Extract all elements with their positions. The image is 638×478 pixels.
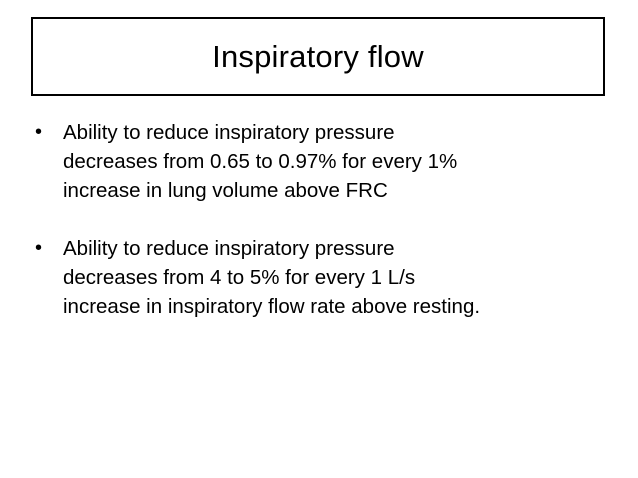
bullet-icon: • [35, 237, 43, 259]
bullet-line: increase in inspiratory flow rate above … [63, 295, 481, 318]
bullet-line: Ability to reduce inspiratory pressure [63, 237, 395, 260]
bullet-icon: • [35, 121, 43, 143]
bullet-list: • Ability to reduce inspiratory pressure… [34, 118, 614, 350]
bullet-line: decreases from 4 to 5% for every 1 L/s [63, 266, 416, 289]
bullet-item-2: • Ability to reduce inspiratory pressure… [34, 234, 614, 321]
bullet-line: increase in lung volume above FRC [63, 179, 388, 202]
bullet-item-1: • Ability to reduce inspiratory pressure… [34, 118, 614, 205]
bullet-line: Ability to reduce inspiratory pressure [63, 121, 395, 144]
bullet-line: decreases from 0.65 to 0.97% for every 1… [63, 150, 458, 173]
slide-title: Inspiratory flow [212, 39, 424, 74]
title-box: Inspiratory flow [31, 17, 605, 96]
